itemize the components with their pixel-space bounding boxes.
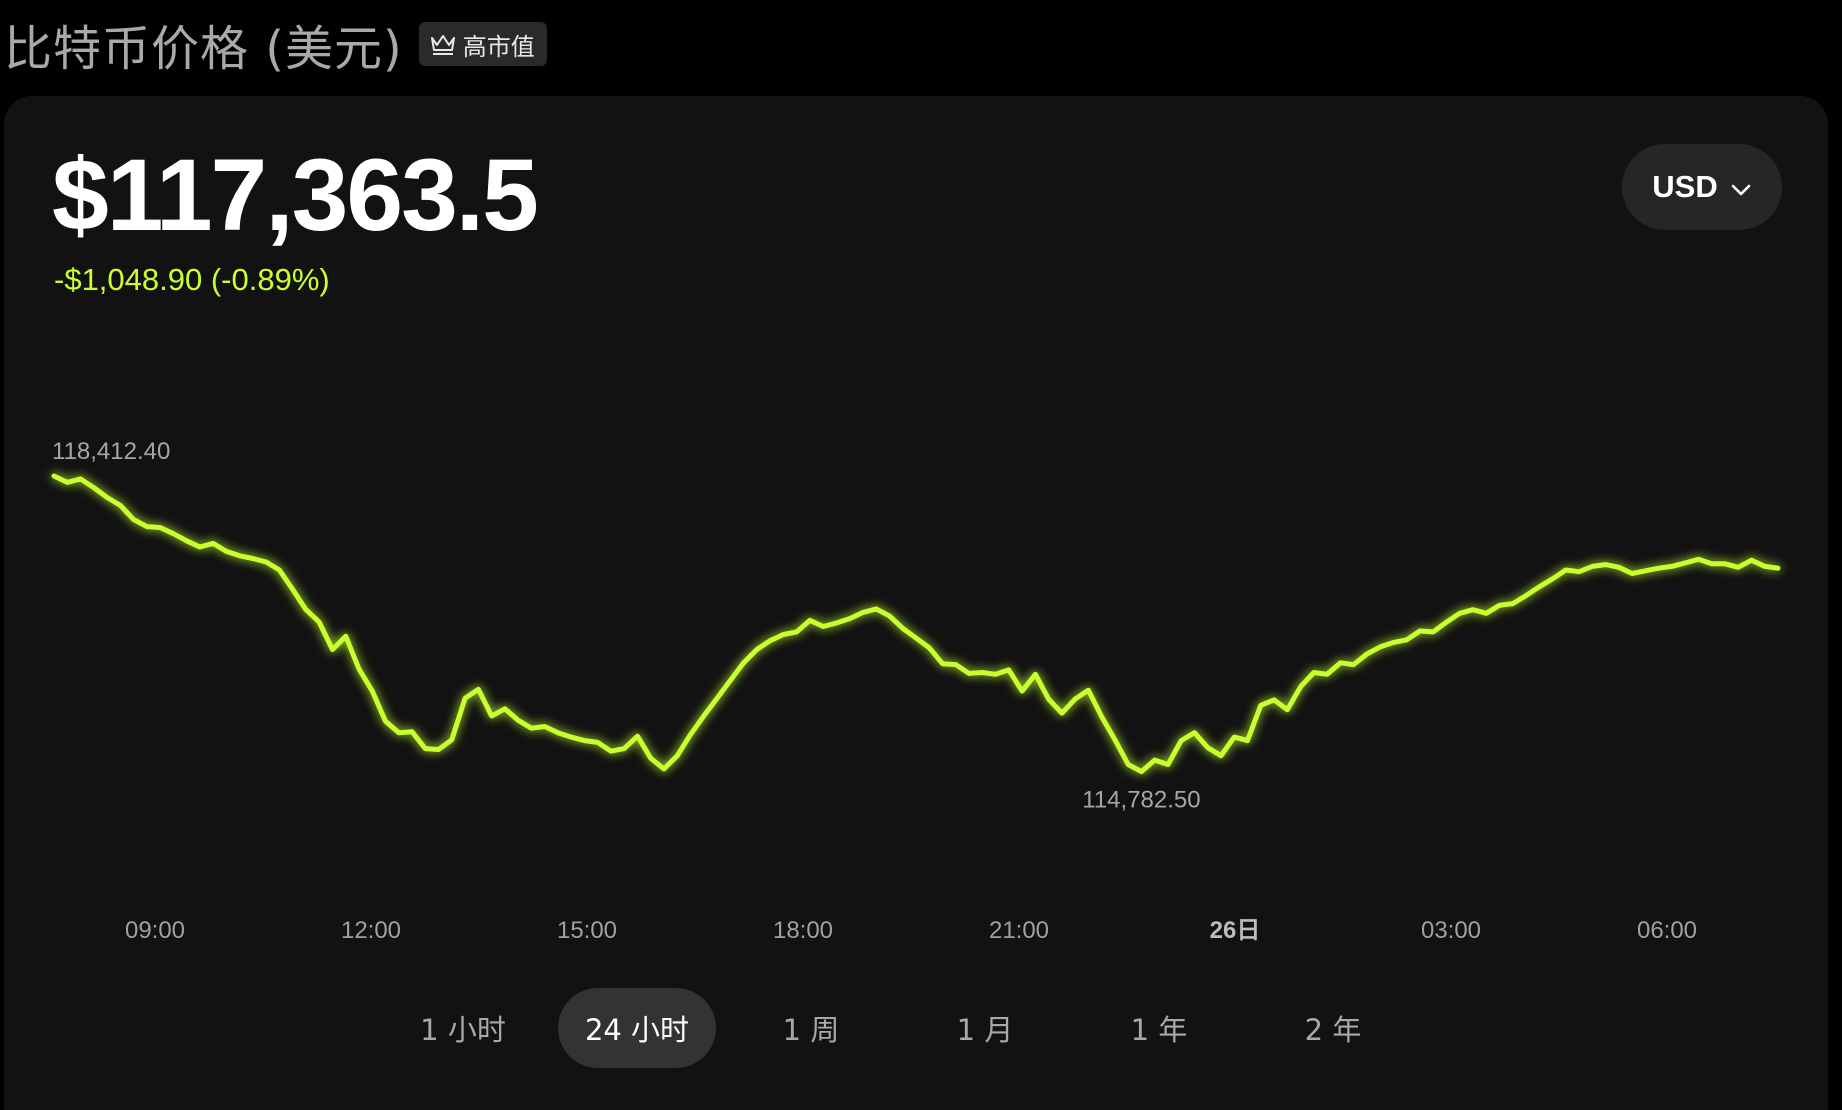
x-axis: 09:00 12:00 15:00 18:00 21:00 26日 03:00 06:00 xyxy=(125,917,1697,944)
range-1y-tab[interactable]: 1 年 xyxy=(1130,1013,1188,1047)
page-header: 比特币价格 (美元) 高市值 xyxy=(4,14,547,77)
x-tick-label: 06:00 xyxy=(1637,917,1697,944)
price-change: -$1,048.90 (-0.89%) xyxy=(54,262,330,297)
currency-label: USD xyxy=(1652,169,1718,204)
price-card: $117,363.5 -$1,048.90 (-0.89%) USD 09:00… xyxy=(4,96,1828,1110)
badge-label: 高市值 xyxy=(462,32,535,61)
high-price-label: 118,412.40 xyxy=(52,438,170,465)
x-tick-label: 12:00 xyxy=(341,917,401,944)
x-tick-label: 15:00 xyxy=(557,917,617,944)
range-1h-tab[interactable]: 1 小时 xyxy=(420,1013,506,1047)
x-tick-label: 21:00 xyxy=(989,917,1049,944)
crown-icon xyxy=(429,31,457,57)
current-price: $117,363.5 xyxy=(52,138,539,252)
currency-selector[interactable]: USD xyxy=(1622,144,1782,230)
range-1w-tab[interactable]: 1 周 xyxy=(782,1013,840,1047)
x-tick-label: 26日 xyxy=(1210,917,1261,944)
range-2y-tab[interactable]: 2 年 xyxy=(1304,1013,1362,1047)
high-market-cap-badge: 高市值 xyxy=(418,22,547,66)
page-title: 比特币价格 (美元) xyxy=(4,21,403,77)
x-tick-label: 18:00 xyxy=(773,917,833,944)
price-line xyxy=(51,473,1781,775)
range-1m-tab[interactable]: 1 月 xyxy=(956,1013,1014,1047)
x-tick-label: 09:00 xyxy=(125,917,185,944)
price-chart: 09:00 12:00 15:00 18:00 21:00 26日 03:00 06:00 1… xyxy=(51,438,1781,944)
chevron-down-icon xyxy=(1730,169,1752,205)
x-tick-label: 03:00 xyxy=(1421,917,1481,944)
range-24h-tab[interactable]: 24 小时 xyxy=(558,988,716,1068)
time-range-selector: 1 小时 24 小时 1 周 1 月 1 年 2 年 xyxy=(384,988,1428,1068)
low-price-label: 114,782.50 xyxy=(1082,787,1200,814)
